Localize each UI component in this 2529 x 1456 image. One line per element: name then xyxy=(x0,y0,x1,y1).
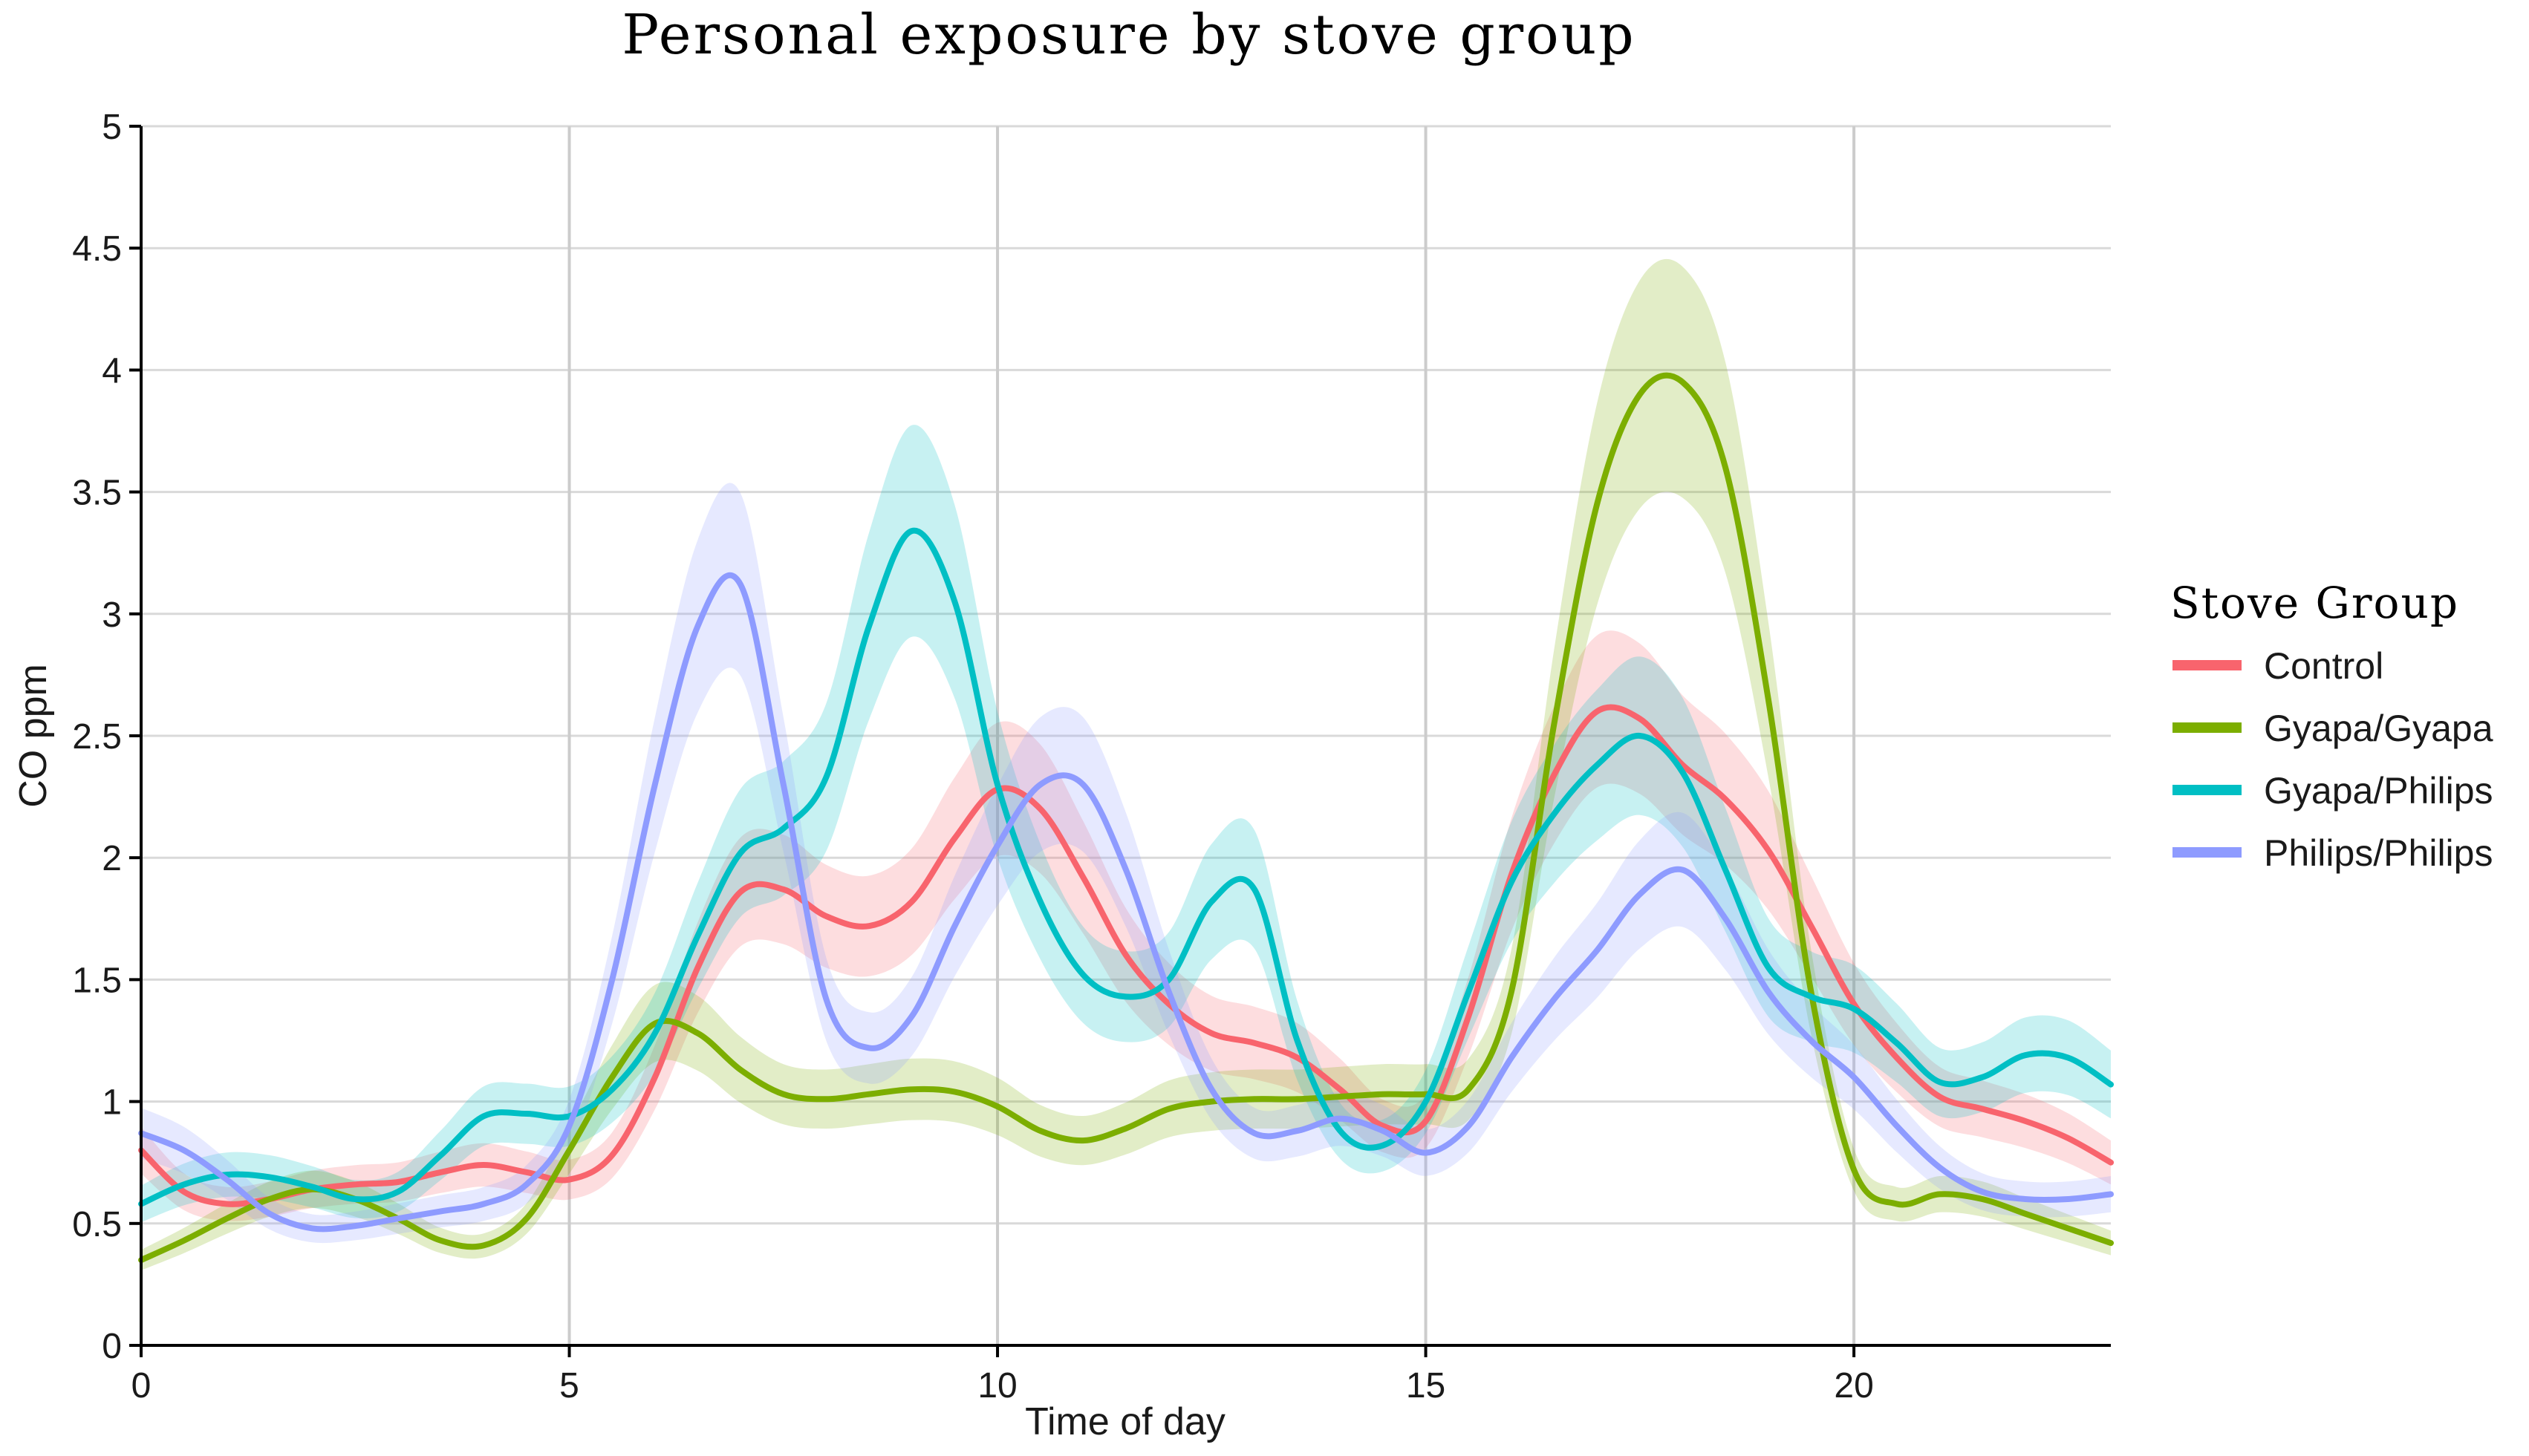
legend-title: Stove Group xyxy=(2170,578,2459,628)
x-tick-label: 5 xyxy=(559,1366,579,1406)
y-tick-label: 5 xyxy=(102,108,122,147)
y-tick-label: 3 xyxy=(102,595,122,635)
chart-title: Personal exposure by stove group xyxy=(622,3,1635,67)
grid xyxy=(141,125,2111,1347)
line-gyapa-gyapa xyxy=(138,372,2114,1264)
confidence-bands xyxy=(141,258,2111,1270)
legend-label-gyapa-gyapa: Gyapa/Gyapa xyxy=(2264,708,2493,749)
band-gyapa-gyapa xyxy=(141,258,2111,1270)
line-control xyxy=(138,704,2114,1207)
y-axis-title: CO ppm xyxy=(12,664,55,808)
y-tick-label: 4.5 xyxy=(72,229,122,269)
legend-label-gyapa-philips: Gyapa/Philips xyxy=(2264,770,2493,812)
legend-label-philips-philips: Philips/Philips xyxy=(2264,832,2493,874)
legend-label-control: Control xyxy=(2264,645,2383,687)
series-lines xyxy=(138,372,2114,1264)
y-tick-label: 1.5 xyxy=(72,961,122,1000)
line-philips-philips xyxy=(138,572,2114,1233)
band-control xyxy=(141,630,2111,1221)
legend: Stove Group Control Gyapa/Gyapa Gyapa/Phil… xyxy=(2170,578,2493,874)
y-tick-label: 4 xyxy=(102,351,122,391)
y-tick-label: 2 xyxy=(102,839,122,878)
y-tick-label: 2.5 xyxy=(72,717,122,757)
line-gyapa-philips xyxy=(138,527,2114,1207)
y-tick-label: 0.5 xyxy=(72,1205,122,1244)
x-tick-label: 20 xyxy=(1834,1366,1873,1406)
y-tick-label: 0 xyxy=(102,1327,122,1366)
y-tick-label: 3.5 xyxy=(72,474,122,513)
x-tick-label: 15 xyxy=(1406,1366,1445,1406)
band-gyapa-philips xyxy=(141,425,2111,1223)
y-tick-label: 1 xyxy=(102,1083,122,1123)
x-tick-label: 10 xyxy=(977,1366,1017,1406)
axis-ticks: 0 0.5 1 1.5 2 2.5 3 3.5 4 4.5 5 0 5 10 15 20 xyxy=(72,108,1874,1406)
x-axis-title: Time of day xyxy=(1025,1400,1226,1443)
x-tick-label: 0 xyxy=(131,1366,152,1406)
